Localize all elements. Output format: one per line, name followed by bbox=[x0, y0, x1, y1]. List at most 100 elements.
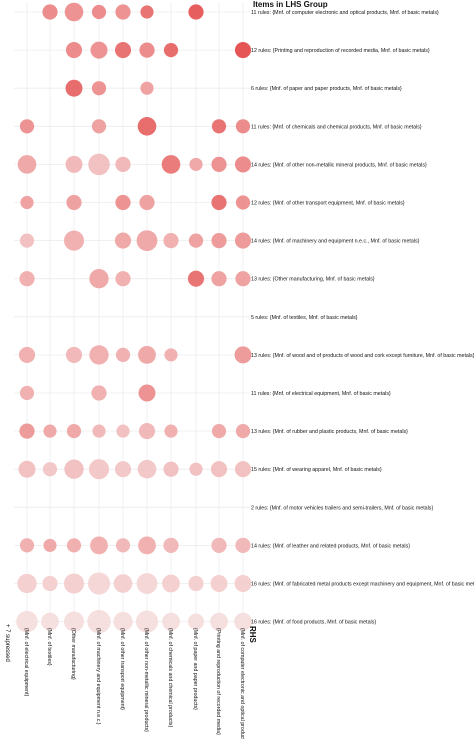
bubble-r16-c3[interactable] bbox=[87, 609, 111, 634]
bubble-r10-c0[interactable] bbox=[19, 385, 35, 401]
bubble-r14-c8[interactable] bbox=[211, 537, 227, 553]
bubble-r12-c6[interactable] bbox=[163, 461, 179, 477]
bubble-r6-c6[interactable] bbox=[163, 233, 179, 249]
bubble-r4-c2[interactable] bbox=[65, 155, 83, 173]
bubble-r0-c4[interactable] bbox=[115, 4, 131, 20]
bubble-r16-c5[interactable] bbox=[135, 610, 159, 633]
bubble-r6-c4[interactable] bbox=[114, 232, 132, 249]
bubble-r1-c6[interactable] bbox=[163, 43, 179, 58]
bubble-r9-c4[interactable] bbox=[115, 347, 131, 362]
bubble-r14-c0[interactable] bbox=[19, 538, 35, 553]
bubble-r10-c5[interactable] bbox=[138, 384, 156, 402]
bubble-r0-c5[interactable] bbox=[140, 5, 154, 19]
bubble-r15-c5[interactable] bbox=[136, 573, 158, 594]
bubble-r5-c8[interactable] bbox=[211, 194, 227, 211]
bubble-r3-c3[interactable] bbox=[91, 119, 107, 134]
bubble-r5-c5[interactable] bbox=[139, 194, 155, 211]
bubble-r6-c2[interactable] bbox=[63, 230, 85, 251]
bubble-r12-c1[interactable] bbox=[42, 462, 58, 477]
bubble-r7-c4[interactable] bbox=[115, 271, 131, 287]
bubble-r6-c5[interactable] bbox=[136, 230, 158, 251]
bubble-r9-c0[interactable] bbox=[18, 346, 36, 363]
bubble-r4-c8[interactable] bbox=[211, 156, 227, 172]
bubble-r9-c2[interactable] bbox=[65, 346, 83, 363]
bubble-r15-c4[interactable] bbox=[113, 574, 133, 593]
bubble-r7-c0[interactable] bbox=[19, 271, 35, 287]
bubble-r6-c9[interactable] bbox=[234, 232, 252, 249]
bubble-r11-c8[interactable] bbox=[211, 424, 227, 439]
bubble-r16-c4[interactable] bbox=[113, 611, 133, 632]
bubble-r15-c8[interactable] bbox=[210, 575, 228, 592]
bubble-r16-c9[interactable] bbox=[234, 612, 252, 631]
bubble-r4-c9[interactable] bbox=[234, 156, 252, 173]
bubble-r16-c8[interactable] bbox=[210, 612, 228, 631]
bubble-r11-c0[interactable] bbox=[19, 423, 35, 439]
bubble-r1-c3[interactable] bbox=[90, 41, 108, 59]
bubble-r14-c2[interactable] bbox=[66, 538, 82, 553]
bubble-r4-c3[interactable] bbox=[88, 153, 110, 176]
bubble-r7-c9[interactable] bbox=[235, 271, 251, 287]
bubble-r12-c7[interactable] bbox=[189, 462, 203, 476]
bubble-r0-c7[interactable] bbox=[188, 4, 204, 20]
bubble-r14-c3[interactable] bbox=[90, 536, 108, 555]
bubble-r15-c0[interactable] bbox=[17, 573, 37, 594]
bubble-r2-c3[interactable] bbox=[91, 81, 107, 96]
bubble-r16-c7[interactable] bbox=[187, 613, 205, 630]
bubble-r11-c4[interactable] bbox=[116, 424, 130, 438]
bubble-r0-c1[interactable] bbox=[42, 4, 58, 20]
bubble-r5-c0[interactable] bbox=[20, 195, 34, 210]
bubble-r4-c0[interactable] bbox=[17, 155, 37, 174]
bubble-r4-c7[interactable] bbox=[189, 157, 203, 171]
bubble-r2-c2[interactable] bbox=[65, 79, 83, 97]
bubble-r16-c2[interactable] bbox=[63, 611, 85, 632]
bubble-r3-c5[interactable] bbox=[137, 117, 157, 136]
bubble-r3-c9[interactable] bbox=[235, 119, 251, 134]
bubble-r0-c3[interactable] bbox=[91, 4, 107, 20]
bubble-r16-c0[interactable] bbox=[16, 610, 38, 633]
bubble-r14-c1[interactable] bbox=[43, 538, 57, 552]
bubble-r3-c8[interactable] bbox=[211, 119, 227, 134]
bubble-r3-c0[interactable] bbox=[19, 119, 35, 134]
bubble-r15-c6[interactable] bbox=[162, 574, 180, 593]
bubble-r11-c9[interactable] bbox=[235, 424, 251, 439]
bubble-r12-c3[interactable] bbox=[88, 459, 110, 480]
bubble-r12-c9[interactable] bbox=[234, 461, 252, 478]
bubble-r4-c4[interactable] bbox=[115, 156, 131, 172]
bubble-r5-c2[interactable] bbox=[66, 194, 82, 211]
bubble-r6-c7[interactable] bbox=[188, 233, 204, 248]
bubble-r14-c6[interactable] bbox=[163, 537, 179, 553]
bubble-r4-c6[interactable] bbox=[161, 155, 181, 174]
bubble-r9-c5[interactable] bbox=[138, 346, 156, 364]
bubble-r11-c6[interactable] bbox=[164, 424, 178, 438]
bubble-r5-c4[interactable] bbox=[115, 194, 131, 211]
bubble-r12-c4[interactable] bbox=[114, 461, 132, 478]
bubble-r14-c5[interactable] bbox=[138, 536, 156, 555]
bubble-r12-c0[interactable] bbox=[18, 460, 36, 478]
bubble-r6-c0[interactable] bbox=[19, 233, 35, 248]
bubble-r15-c9[interactable] bbox=[234, 575, 252, 592]
bubble-r9-c6[interactable] bbox=[164, 348, 178, 362]
bubble-r10-c3[interactable] bbox=[91, 385, 107, 401]
bubble-r11-c3[interactable] bbox=[92, 424, 106, 438]
bubble-r7-c3[interactable] bbox=[89, 269, 109, 289]
bubble-r11-c5[interactable] bbox=[138, 423, 156, 440]
bubble-r7-c7[interactable] bbox=[187, 270, 205, 287]
bubble-r9-c3[interactable] bbox=[89, 345, 109, 365]
bubble-r16-c6[interactable] bbox=[162, 612, 180, 631]
bubble-r11-c2[interactable] bbox=[66, 424, 82, 439]
bubble-r5-c9[interactable] bbox=[235, 195, 251, 210]
bubble-r15-c3[interactable] bbox=[87, 572, 111, 595]
bubble-r15-c1[interactable] bbox=[42, 575, 58, 592]
bubble-r12-c2[interactable] bbox=[64, 459, 84, 479]
bubble-r14-c9[interactable] bbox=[235, 537, 251, 553]
bubble-r12-c8[interactable] bbox=[210, 461, 228, 478]
bubble-r1-c5[interactable] bbox=[139, 42, 155, 58]
bubble-r15-c7[interactable] bbox=[188, 575, 204, 592]
bubble-r15-c2[interactable] bbox=[63, 573, 85, 594]
bubble-r9-c9[interactable] bbox=[234, 346, 252, 364]
bubble-r2-c5[interactable] bbox=[140, 81, 154, 95]
bubble-r16-c1[interactable] bbox=[41, 612, 59, 631]
bubble-r0-c2[interactable] bbox=[64, 2, 84, 22]
bubble-r14-c4[interactable] bbox=[115, 538, 131, 553]
bubble-r1-c4[interactable] bbox=[114, 42, 132, 59]
